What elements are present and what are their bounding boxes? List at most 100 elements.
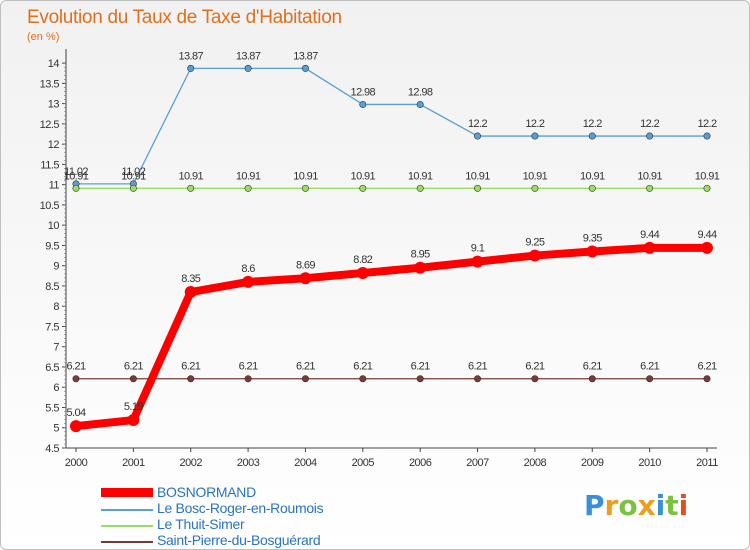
series-point-3 bbox=[643, 241, 656, 254]
series-point-3 bbox=[586, 245, 599, 258]
data-label: 9.35 bbox=[583, 233, 602, 245]
y-tick-label: 12 bbox=[48, 139, 60, 151]
series-point-1 bbox=[588, 184, 596, 192]
x-tick-label: 2003 bbox=[237, 457, 260, 469]
y-tick-label: 5 bbox=[53, 423, 59, 435]
series-point-2 bbox=[359, 375, 367, 383]
series-point-2 bbox=[588, 375, 596, 383]
data-label: 10.91 bbox=[351, 170, 376, 182]
series-point-3 bbox=[127, 414, 140, 427]
y-tick-label: 12.5 bbox=[40, 119, 60, 131]
series-point-2 bbox=[474, 375, 482, 383]
data-label: 9.25 bbox=[525, 237, 544, 249]
data-label: 13.87 bbox=[236, 50, 261, 62]
series-point-2 bbox=[301, 375, 309, 383]
data-label: 12.98 bbox=[351, 86, 376, 98]
data-label: 10.91 bbox=[637, 170, 662, 182]
y-tick-label: 10 bbox=[48, 220, 60, 232]
data-label: 12.2 bbox=[468, 118, 487, 130]
logo-letter: x bbox=[637, 489, 656, 522]
legend-item: Le Bosc-Roger-en-Roumois bbox=[101, 500, 401, 517]
data-label: 10.91 bbox=[465, 170, 490, 182]
series-point-2 bbox=[531, 375, 539, 383]
y-tick-label: 13 bbox=[48, 99, 60, 111]
logo-letter: i bbox=[678, 489, 689, 522]
series-point-2 bbox=[646, 375, 654, 383]
series-point-0 bbox=[474, 132, 482, 140]
series-point-3 bbox=[70, 420, 82, 433]
x-tick-label: 2001 bbox=[122, 457, 145, 469]
series-point-2 bbox=[72, 375, 80, 383]
data-label: 6.21 bbox=[640, 361, 659, 373]
legend-label: Saint-Pierre-du-Bosguérard bbox=[157, 532, 321, 548]
logo-letter: i bbox=[655, 489, 666, 522]
logo-letter: P bbox=[584, 489, 605, 522]
x-tick-label: 2009 bbox=[581, 457, 604, 469]
data-label: 12.2 bbox=[697, 118, 716, 130]
series-point-0 bbox=[301, 64, 309, 72]
x-tick-label: 2002 bbox=[179, 457, 202, 469]
data-label: 6.21 bbox=[468, 361, 487, 373]
y-tick-label: 7.5 bbox=[45, 321, 59, 333]
y-tick-label: 6 bbox=[53, 382, 59, 394]
data-label: 10.91 bbox=[408, 170, 433, 182]
x-tick-label: 2010 bbox=[638, 457, 661, 469]
series-line-3 bbox=[75, 243, 707, 431]
series-point-1 bbox=[474, 184, 482, 192]
legend-swatch bbox=[101, 525, 153, 527]
data-label: 6.21 bbox=[124, 361, 143, 373]
y-tick-label: 8 bbox=[53, 301, 59, 313]
data-label: 6.21 bbox=[181, 361, 200, 373]
series-point-2 bbox=[703, 375, 711, 383]
series-point-0 bbox=[646, 132, 654, 140]
series-point-1 bbox=[531, 184, 539, 192]
y-tick-label: 10.5 bbox=[40, 200, 60, 212]
series-point-3 bbox=[414, 261, 427, 274]
logo-letter: o bbox=[618, 489, 638, 522]
data-label: 10.91 bbox=[121, 170, 146, 182]
data-label: 6.21 bbox=[411, 361, 430, 373]
series-point-3 bbox=[184, 286, 197, 299]
x-tick-label: 2004 bbox=[294, 457, 317, 469]
proxiti-logo: Proxiti bbox=[584, 489, 688, 522]
data-label: 9.44 bbox=[640, 229, 659, 241]
legend-swatch bbox=[101, 488, 153, 497]
series-line-0 bbox=[76, 67, 707, 185]
legend-label: Le Thuit-Simer bbox=[157, 516, 245, 532]
legend-item: Saint-Pierre-du-Bosguérard bbox=[101, 532, 401, 549]
data-label: 8.95 bbox=[411, 249, 430, 261]
series-point-1 bbox=[359, 184, 367, 192]
data-label: 8.35 bbox=[181, 273, 200, 285]
series-point-0 bbox=[703, 132, 711, 140]
data-label: 12.98 bbox=[408, 86, 433, 98]
series-point-3 bbox=[528, 249, 541, 262]
series-point-0 bbox=[588, 132, 596, 140]
series-point-0 bbox=[244, 64, 252, 72]
legend-swatch bbox=[101, 509, 153, 511]
series-point-1 bbox=[72, 184, 80, 192]
y-tick-label: 7 bbox=[53, 342, 59, 354]
series-point-2 bbox=[129, 375, 137, 383]
x-tick-label: 2000 bbox=[65, 457, 88, 469]
data-label: 12.2 bbox=[583, 118, 602, 130]
data-label: 10.91 bbox=[64, 170, 89, 182]
legend-item: BOSNORMAND bbox=[101, 484, 401, 501]
series-point-3 bbox=[242, 275, 255, 288]
chart-unit: (en %) bbox=[27, 31, 60, 43]
data-label: 6.21 bbox=[239, 361, 258, 373]
data-label: 9.1 bbox=[471, 243, 485, 255]
series-point-0 bbox=[359, 100, 367, 108]
data-label: 12.2 bbox=[640, 118, 659, 130]
data-label: 5.04 bbox=[66, 407, 85, 419]
data-label: 10.91 bbox=[580, 170, 605, 182]
series-point-1 bbox=[416, 184, 424, 192]
logo-letter: r bbox=[604, 489, 619, 522]
data-label: 12.2 bbox=[525, 118, 544, 130]
y-tick-label: 11 bbox=[49, 180, 60, 192]
series-point-3 bbox=[356, 266, 369, 279]
data-label: 6.21 bbox=[697, 361, 716, 373]
data-label: 6.21 bbox=[583, 361, 602, 373]
data-label: 11.02 bbox=[64, 166, 88, 178]
